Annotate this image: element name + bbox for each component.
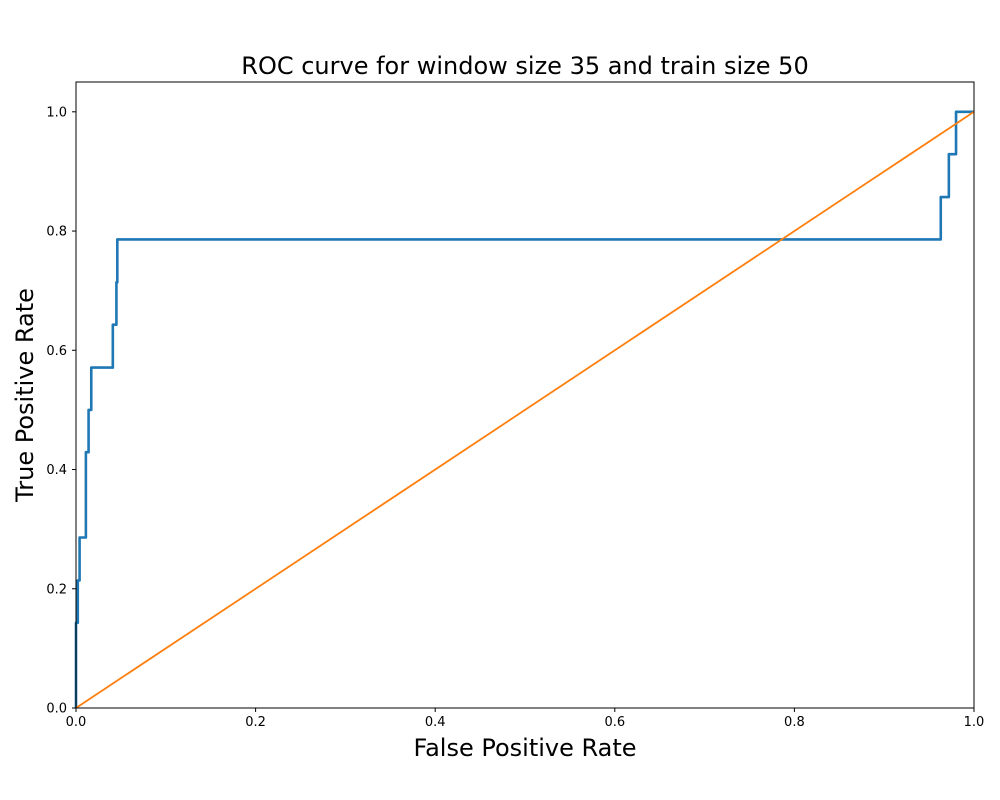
y-tick-label: 0.4 (46, 463, 67, 478)
x-tick-label: 0.2 (245, 715, 266, 730)
plot-background (76, 82, 974, 708)
y-tick-label: 1.0 (46, 105, 67, 120)
x-tick-label: 1.0 (964, 715, 985, 730)
series-line-1 (74, 110, 974, 708)
y-tick-label: 0.6 (46, 344, 67, 359)
y-tick-label: 0.8 (46, 225, 67, 240)
y-axis: 0.0 0.2 0.4 0.6 0.8 1.0 (46, 105, 76, 717)
chart-title: ROC curve for window size 35 and train s… (241, 52, 808, 80)
plot-area (74, 81, 975, 709)
plot-frame (75, 81, 975, 709)
x-axis: 0.0 0.2 0.4 0.6 0.8 1.0 (66, 708, 985, 730)
x-tick-label: 0.6 (604, 715, 625, 730)
y-tick-label: 0.2 (46, 582, 67, 597)
x-tick-label: 0.0 (66, 715, 87, 730)
series-line-2 (75, 111, 975, 709)
y-axis-label: True Positive Rate (11, 288, 39, 503)
x-tick-label: 0.8 (784, 715, 805, 730)
x-axis-label: False Positive Rate (413, 734, 636, 762)
y-tick-label: 0.0 (46, 702, 67, 717)
x-tick-label: 0.4 (425, 715, 446, 730)
series-layer (74, 110, 975, 709)
